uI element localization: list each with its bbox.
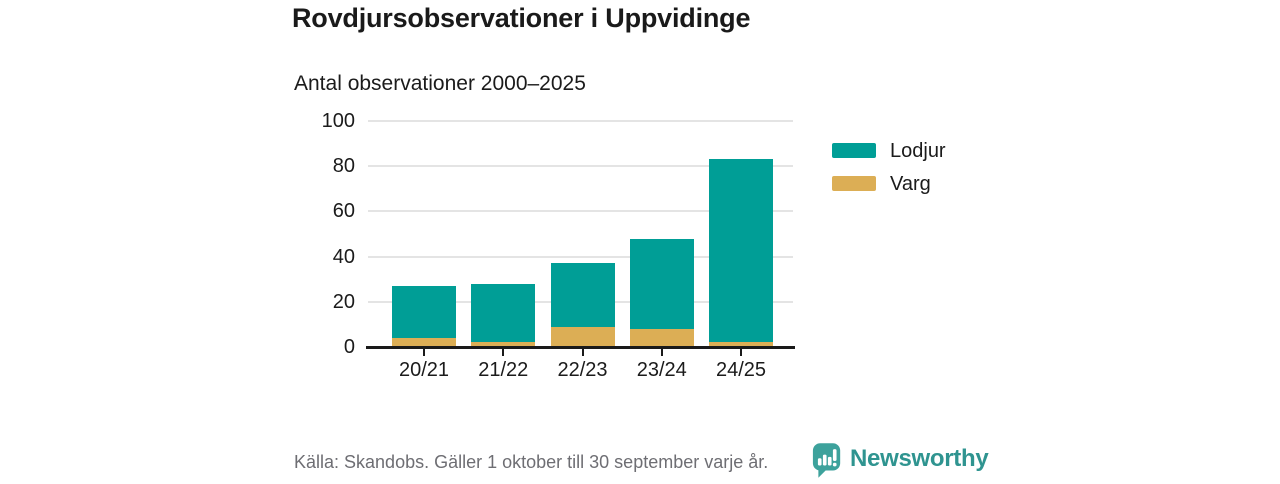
y-axis-tick-label: 100 <box>321 110 355 132</box>
x-axis-tickmark <box>740 348 742 356</box>
gridline-60 <box>368 210 793 213</box>
brand-name: Newsworthy <box>850 445 989 472</box>
legend-label: Lodjur <box>890 140 946 162</box>
x-axis-tickmark <box>423 348 425 356</box>
chart-title: Rovdjursobservationer i Uppvidinge <box>292 3 751 33</box>
x-axis-tick-label: 20/21 <box>398 359 450 381</box>
gridline-100 <box>368 120 793 122</box>
x-axis-tick-label: 22/23 <box>557 359 608 381</box>
x-axis-tick-label: 23/24 <box>636 359 687 381</box>
x-axis-tickmark <box>660 348 663 356</box>
bar-segment-varg-22-23 <box>550 326 615 347</box>
bar-segment-lodjur-24-25 <box>709 159 773 343</box>
bar-segment-varg-24-25 <box>709 342 773 347</box>
bar-segment-lodjur-23-24 <box>629 238 694 329</box>
brand-link[interactable]: Newsworthy <box>812 442 989 484</box>
y-axis-tick-label: 60 <box>332 200 355 223</box>
y-axis-tick-label: 80 <box>332 155 355 178</box>
bar-segment-lodjur-22-23 <box>550 263 615 327</box>
chart-subtitle: Antal observationer 2000–2025 <box>294 72 586 95</box>
x-axis-line <box>366 345 795 349</box>
x-axis-tick-label: 24/25 <box>715 359 767 381</box>
legend-label: Varg <box>890 172 931 195</box>
bar-segment-varg-20-21 <box>392 337 456 347</box>
x-axis-tickmark <box>581 348 584 356</box>
y-axis-tick-label: 0 <box>343 336 355 358</box>
y-axis-tick-label: 40 <box>332 245 355 268</box>
x-axis-tickmark <box>502 348 505 356</box>
gridline-40 <box>368 255 793 258</box>
x-axis-tick-label: 21/22 <box>478 359 529 381</box>
bar-segment-varg-21-22 <box>471 342 536 347</box>
bar-segment-lodjur-20-21 <box>392 285 456 338</box>
legend-swatch-varg <box>832 175 876 191</box>
bar-segment-lodjur-21-22 <box>471 283 536 343</box>
legend-swatch-lodjur <box>832 143 876 158</box>
bar-segment-varg-23-24 <box>629 328 694 347</box>
source-note: Källa: Skandobs. Gäller 1 oktober till 3… <box>294 452 769 472</box>
newsworthy-logo-icon <box>812 442 842 484</box>
y-axis-tick-label: 20 <box>332 290 355 313</box>
gridline-80 <box>368 165 793 168</box>
